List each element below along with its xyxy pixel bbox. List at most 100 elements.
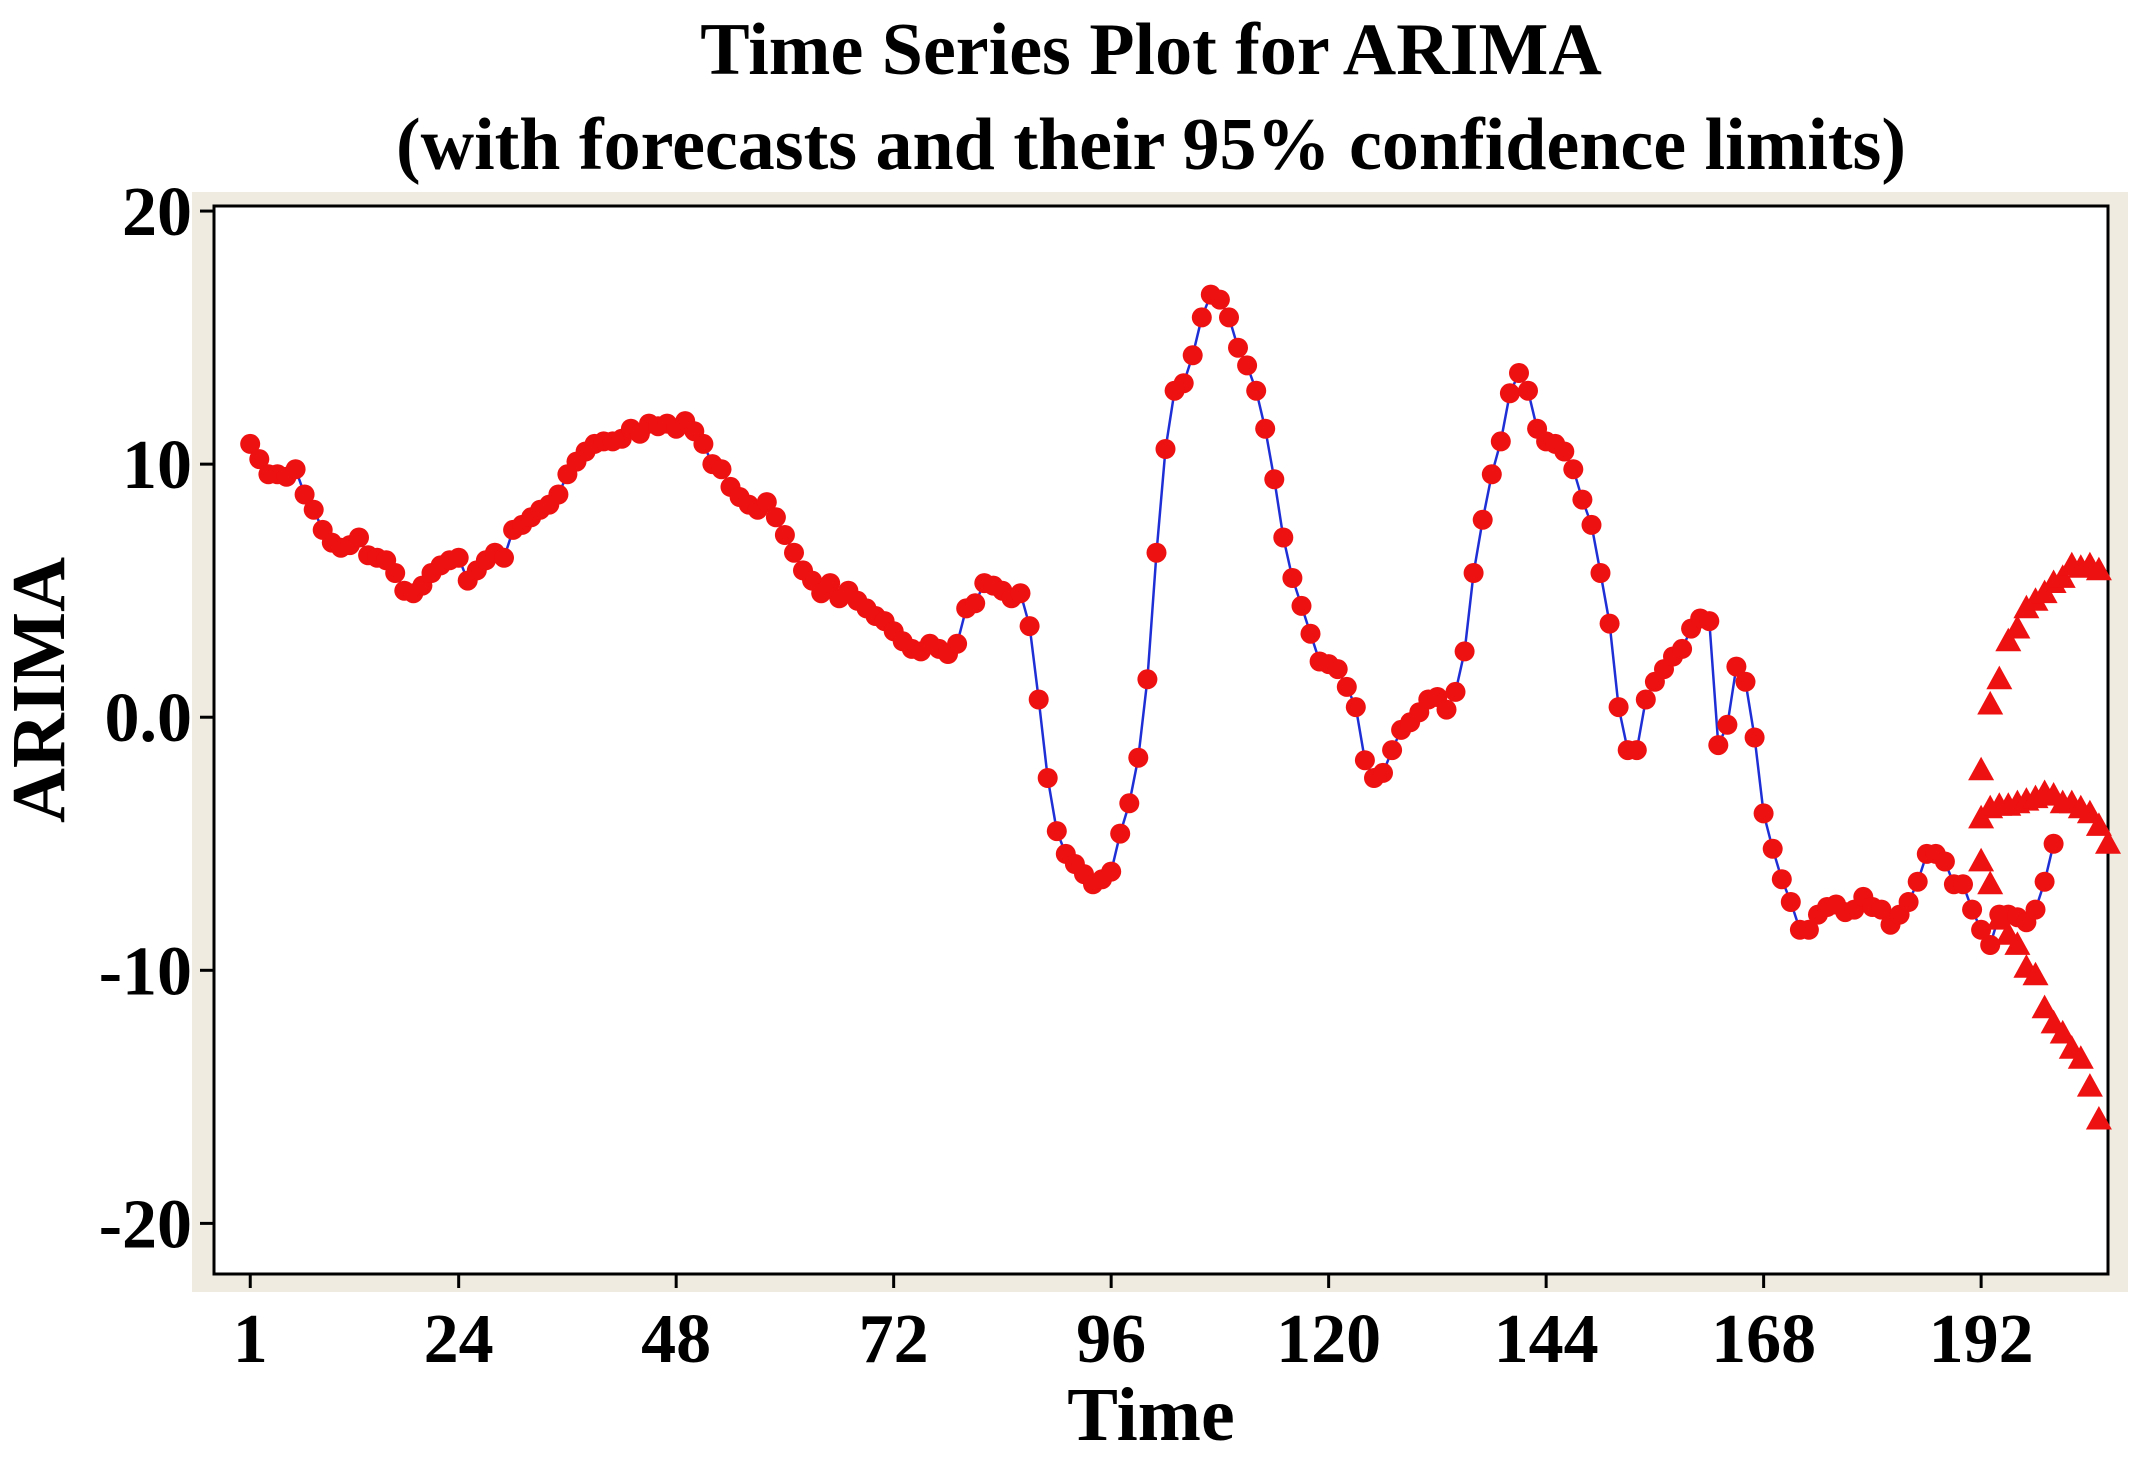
data-point — [774, 525, 795, 545]
forecast-point — [1986, 906, 2013, 930]
forecast-point — [1995, 627, 2022, 652]
data-point — [1608, 697, 1629, 718]
y-tick-label: -10 — [99, 933, 192, 1010]
data-point — [1499, 383, 1520, 404]
data-point — [1907, 871, 1928, 892]
data-point — [1137, 669, 1158, 690]
data-point — [1010, 583, 1031, 604]
data-point — [820, 573, 841, 594]
data-point — [240, 433, 261, 454]
data-point — [249, 449, 270, 470]
x-tick-label: 24 — [424, 1301, 494, 1378]
data-point — [693, 433, 714, 454]
data-point — [1753, 803, 1774, 824]
data-point — [1237, 355, 1258, 376]
data-point — [548, 484, 569, 505]
data-point — [1599, 613, 1620, 634]
data-point — [1934, 851, 1955, 872]
data-point — [1762, 838, 1783, 859]
data-point — [1554, 441, 1575, 462]
forecast-point — [2031, 994, 2058, 1019]
data-point — [1726, 656, 1747, 677]
data-point — [1798, 919, 1819, 940]
data-point — [1708, 735, 1729, 756]
data-point — [1354, 750, 1375, 771]
x-axis-ticks: 1 24 48 72 96 120 144 168 192 — [233, 1274, 2034, 1378]
data-point — [285, 459, 306, 480]
forecast-point — [2004, 615, 2031, 639]
data-point — [294, 484, 315, 505]
x-tick-label: 192 — [1929, 1301, 2034, 1378]
y-axis-ticks: 20 10 0.0 -10 -20 — [99, 174, 214, 1263]
data-point — [303, 499, 324, 520]
data-point — [1635, 689, 1656, 710]
x-tick-label: 1 — [233, 1301, 268, 1378]
data-point — [1219, 307, 1239, 328]
data-point — [1509, 363, 1529, 383]
data-point — [1182, 345, 1203, 366]
data-point — [1336, 676, 1357, 697]
y-axis-title: ARIMA — [0, 557, 81, 823]
forecast-point — [2076, 1073, 2103, 1097]
data-point — [2025, 899, 2046, 920]
data-point — [1246, 380, 1267, 401]
data-point — [1228, 337, 1248, 358]
forecast-point — [2085, 812, 2112, 836]
data-point — [1699, 611, 1720, 632]
data-point — [947, 633, 968, 654]
data-point — [1300, 623, 1321, 644]
chart-subtitle: (with forecasts and their 95% confidence… — [396, 104, 1906, 186]
y-tick-label: 0.0 — [105, 680, 193, 757]
data-point — [1590, 563, 1611, 583]
data-point — [1119, 793, 1140, 814]
data-point — [1581, 514, 1602, 535]
data-point — [1454, 641, 1475, 662]
data-point — [1282, 568, 1303, 588]
x-tick-label: 120 — [1276, 1301, 1381, 1378]
x-tick-label: 72 — [859, 1301, 929, 1378]
data-point — [1953, 874, 1973, 895]
data-point — [1572, 489, 1593, 510]
data-point — [448, 547, 469, 568]
data-point — [784, 542, 804, 563]
data-point — [1962, 899, 1983, 920]
data-point — [756, 492, 777, 513]
data-point — [1037, 768, 1058, 788]
data-point — [385, 563, 406, 583]
data-point — [1209, 289, 1230, 310]
data-point — [1481, 464, 1502, 485]
forecast-point — [2022, 961, 2049, 986]
data-point — [1735, 671, 1756, 692]
forecast-point — [1977, 870, 2004, 895]
data-point — [1046, 821, 1067, 842]
data-point — [1110, 823, 1131, 844]
data-point — [1744, 727, 1765, 748]
forecast-point — [2004, 931, 2031, 955]
data-point — [1373, 762, 1393, 783]
data-point — [1146, 542, 1167, 563]
data-point — [1871, 899, 1892, 920]
data-point — [1898, 892, 1919, 912]
data-point — [1191, 307, 1212, 328]
data-point — [1445, 681, 1466, 702]
x-tick-label: 96 — [1076, 1301, 1146, 1378]
data-point — [1436, 699, 1457, 720]
data-point — [1173, 373, 1194, 394]
forecast-point — [2049, 564, 2076, 588]
forecast-point — [2085, 1106, 2112, 1130]
data-point — [965, 593, 986, 614]
series-layer — [240, 284, 2121, 1130]
data-point — [1273, 527, 1294, 548]
forecast-point — [1986, 665, 2013, 690]
x-axis-title: Time — [1067, 1373, 1234, 1457]
data-point — [1771, 869, 1792, 890]
data-point — [2034, 871, 2055, 892]
data-point — [1382, 740, 1403, 761]
data-point — [2043, 833, 2064, 854]
data-point — [1672, 638, 1693, 659]
data-point — [1463, 563, 1484, 583]
data-point — [1490, 431, 1511, 452]
data-point — [1264, 469, 1285, 490]
data-point — [1717, 714, 1738, 735]
